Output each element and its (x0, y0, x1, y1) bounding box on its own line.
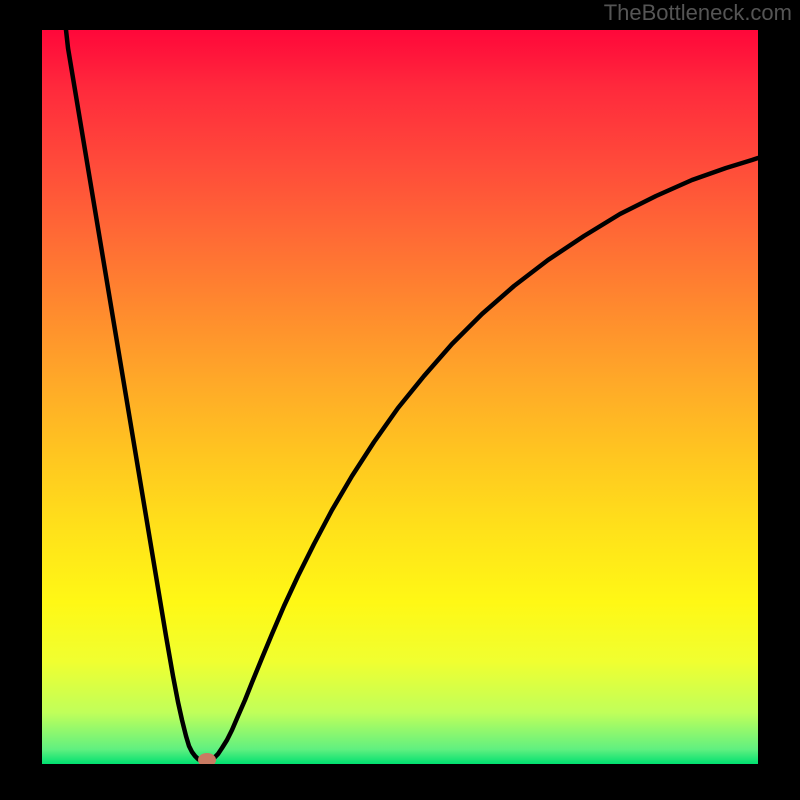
chart-svg (0, 0, 800, 800)
gradient-background (42, 30, 758, 764)
watermark-text: TheBottleneck.com (604, 0, 792, 26)
chart-container: TheBottleneck.com (0, 0, 800, 800)
